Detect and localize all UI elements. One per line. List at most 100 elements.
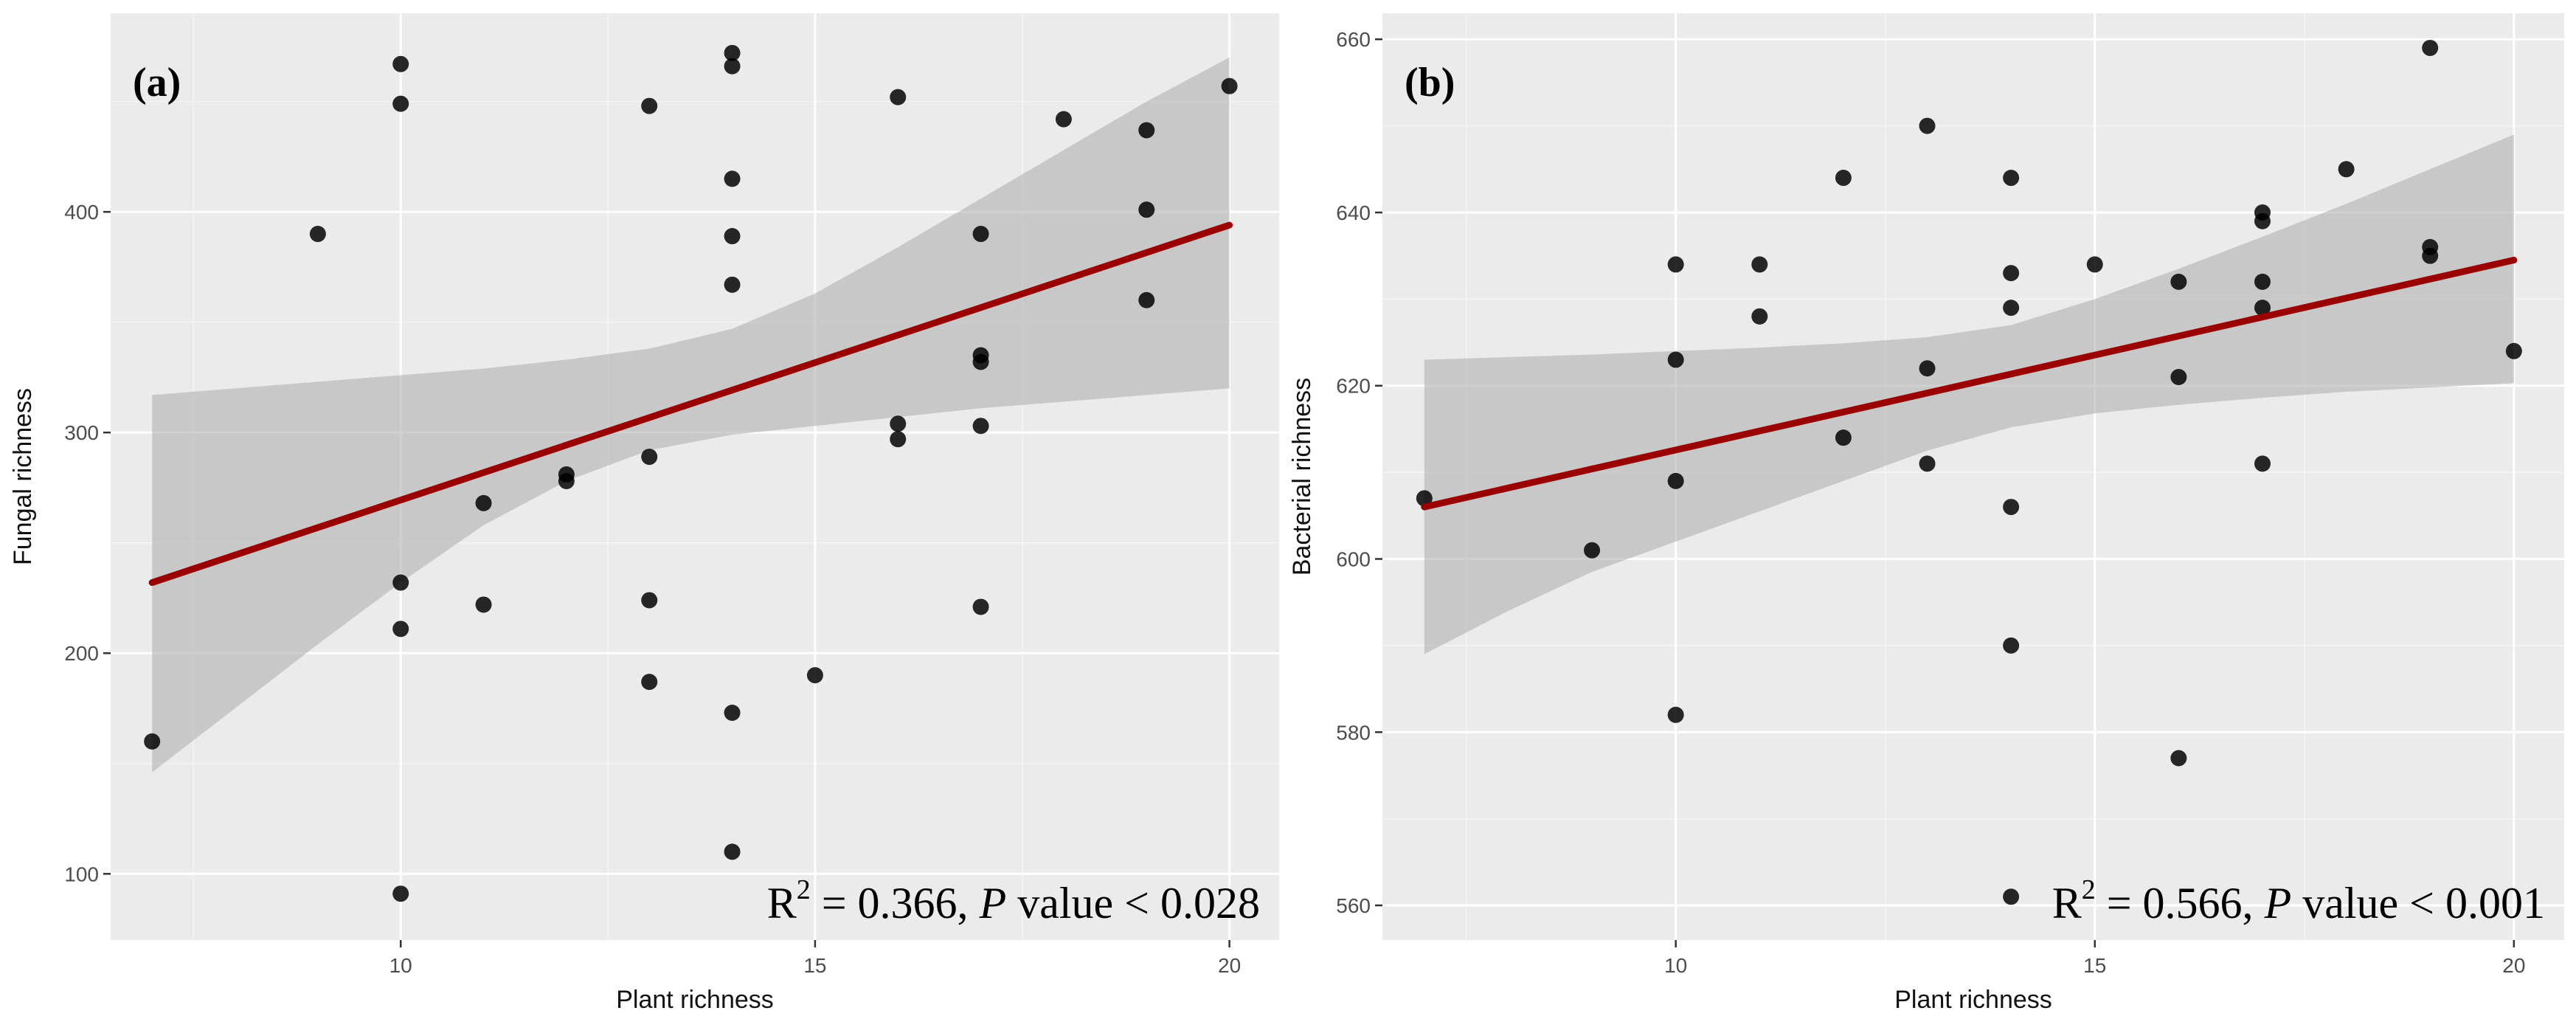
chart-0-data-point-25 xyxy=(890,431,907,448)
chart-0-panel-label: (a) xyxy=(133,60,181,106)
chart-0-stat-value: = 0.366, xyxy=(811,879,980,927)
chart-1-panel-label: (b) xyxy=(1405,60,1455,106)
chart-1-stat-p-italic: P xyxy=(2264,879,2292,927)
chart-1-data-point-10 xyxy=(1919,117,1936,134)
chart-1-data-point-19 xyxy=(2086,256,2103,273)
chart-0-data-point-15 xyxy=(724,44,741,61)
chart-1-data-point-25 xyxy=(2254,273,2271,290)
chart-1-data-point-7 xyxy=(1751,308,1768,325)
chart-1-data-point-29 xyxy=(2422,39,2439,56)
chart-0-data-point-32 xyxy=(1138,122,1155,139)
chart-1-stat-annotation: R2 = 0.566, P value < 0.001 xyxy=(2052,874,2545,927)
chart-1-data-point-18 xyxy=(2003,888,2020,905)
chart-1-data-point-22 xyxy=(2170,750,2187,767)
chart-1-data-point-26 xyxy=(2254,300,2271,317)
chart-1-regression-line xyxy=(1421,257,2518,511)
chart-1-data-point-3 xyxy=(1667,351,1684,368)
chart-1-data-point-17 xyxy=(2003,637,2020,654)
chart-0-data-point-8 xyxy=(475,596,492,613)
chart-0-data-point-12 xyxy=(641,449,658,466)
chart-1-x-tick-label-0: 10 xyxy=(1664,954,1687,977)
chart-1-y-tick-label-2: 600 xyxy=(1336,548,1371,571)
chart-0-data-point-34 xyxy=(1138,291,1155,308)
chart-1-data-point-27 xyxy=(2254,455,2271,472)
chart-0-data-point-16 xyxy=(724,58,741,75)
chart-0-data-point-26 xyxy=(972,226,989,243)
chart-0-data-point-24 xyxy=(890,415,907,432)
chart-1-data-point-24 xyxy=(2254,213,2271,229)
chart-0-stat-superscript: 2 xyxy=(797,874,811,905)
panel-b-bacterial-chart: 10 15 20 560 580 600 620 640 660 Plant richness Ba… xyxy=(1288,13,2564,1014)
chart-1-data-point-6 xyxy=(1751,256,1768,273)
chart-0-stat-r: R xyxy=(767,879,797,927)
chart-0-y-axis-title: Fungal richness xyxy=(9,388,37,565)
chart-1-x-tick-label-2: 20 xyxy=(2502,954,2525,977)
chart-1-stat-p-value: value < 0.001 xyxy=(2291,879,2545,927)
chart-0-data-point-4 xyxy=(392,574,409,591)
chart-1-confidence-band xyxy=(1424,134,2514,654)
chart-0-confidence-band xyxy=(152,57,1230,773)
chart-1-stat-superscript: 2 xyxy=(2082,874,2096,905)
chart-0-stat-p-italic: P xyxy=(979,879,1007,927)
chart-0-regression-line xyxy=(148,221,1233,587)
chart-1-data-point-16 xyxy=(2003,499,2020,516)
chart-0-x-axis-title: Plant richness xyxy=(616,986,774,1014)
chart-1-y-axis-title: Bacterial richness xyxy=(1288,378,1316,576)
chart-0-data-point-35 xyxy=(1221,77,1238,94)
chart-0-y-tick-label-1: 200 xyxy=(64,642,99,665)
chart-1-data-point-32 xyxy=(2505,342,2522,359)
chart-0-data-point-31 xyxy=(1055,111,1072,128)
chart-1-data-point-31 xyxy=(2422,247,2439,264)
chart-0-y-tick-label-0: 100 xyxy=(64,863,99,885)
chart-0-data-point-14 xyxy=(641,674,658,691)
chart-1-y-tick-label-4: 640 xyxy=(1336,201,1371,224)
chart-1-data-point-12 xyxy=(1919,455,1936,472)
chart-1-y-tick-label-3: 620 xyxy=(1336,375,1371,398)
chart-0-data-point-18 xyxy=(724,228,741,245)
chart-1-stat-value: = 0.566, xyxy=(2096,879,2265,927)
chart-0-y-tick-label-2: 300 xyxy=(64,421,99,444)
chart-1-data-point-21 xyxy=(2170,369,2187,386)
chart-1-data-point-2 xyxy=(1667,256,1684,273)
chart-0-data-point-28 xyxy=(972,353,989,370)
chart-1-data-point-1 xyxy=(1584,542,1601,559)
chart-0-data-point-19 xyxy=(724,276,741,293)
chart-0-data-point-7 xyxy=(475,494,492,511)
chart-1-x-axis-title: Plant richness xyxy=(1894,986,2052,1014)
chart-0-stat-annotation: R2 = 0.366, P value < 0.028 xyxy=(767,874,1260,927)
chart-0-data-point-29 xyxy=(972,418,989,435)
chart-0-data-point-1 xyxy=(309,226,326,243)
chart-0-data-point-23 xyxy=(890,89,907,106)
chart-1-data-point-8 xyxy=(1835,170,1852,187)
chart-1-data-point-13 xyxy=(2003,170,2020,187)
chart-1-y-tick-label-1: 580 xyxy=(1336,721,1371,744)
chart-1-data-point-28 xyxy=(2338,161,2355,178)
chart-1-data-point-20 xyxy=(2170,273,2187,290)
chart-1-y-tick-label-5: 660 xyxy=(1336,28,1371,51)
chart-1-data-point-11 xyxy=(1919,360,1936,377)
chart-0-data-point-21 xyxy=(724,843,741,860)
chart-0-data-point-20 xyxy=(724,704,741,721)
chart-1-y-tick-label-0: 560 xyxy=(1336,894,1371,917)
chart-0-x-tick-label-0: 10 xyxy=(389,954,412,977)
chart-0-data-point-11 xyxy=(641,97,658,114)
chart-1-data-point-5 xyxy=(1667,706,1684,723)
chart-0-data-point-13 xyxy=(641,592,658,609)
panel-a-fungal-chart: 10 15 20 100 200 300 400 Plant richness Fungal r… xyxy=(9,13,1279,1014)
chart-0-data-point-3 xyxy=(392,95,409,112)
chart-0-x-tick-label-1: 15 xyxy=(803,954,826,977)
chart-0-x-tick-label-2: 20 xyxy=(1218,954,1241,977)
chart-0-data-point-5 xyxy=(392,621,409,638)
chart-1-stat-r: R xyxy=(2052,879,2082,927)
chart-1-data-point-9 xyxy=(1835,429,1852,446)
chart-0-data-point-30 xyxy=(972,598,989,615)
chart-0-data-point-2 xyxy=(392,55,409,72)
chart-0-stat-p-value: value < 0.028 xyxy=(1006,879,1260,927)
chart-0-data-point-0 xyxy=(144,733,161,750)
chart-1-data-point-14 xyxy=(2003,265,2020,282)
chart-0-data-point-10 xyxy=(558,472,575,489)
chart-0-data-point-33 xyxy=(1138,201,1155,218)
chart-1-x-tick-label-1: 15 xyxy=(2083,954,2106,977)
chart-0-data-point-6 xyxy=(392,885,409,902)
